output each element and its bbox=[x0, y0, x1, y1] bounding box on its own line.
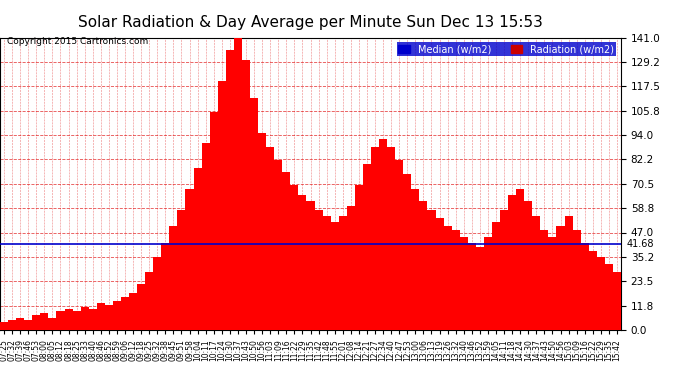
Bar bbox=[89, 309, 97, 330]
Bar bbox=[40, 314, 48, 330]
Bar bbox=[0, 322, 8, 330]
Bar bbox=[201, 143, 210, 330]
Bar bbox=[137, 284, 145, 330]
Bar bbox=[452, 230, 460, 330]
Bar bbox=[411, 189, 420, 330]
Text: Copyright 2015 Cartronics.com: Copyright 2015 Cartronics.com bbox=[7, 38, 148, 46]
Bar bbox=[516, 189, 524, 330]
Bar bbox=[194, 168, 201, 330]
Bar bbox=[250, 98, 258, 330]
Bar bbox=[605, 264, 613, 330]
Bar bbox=[186, 189, 194, 330]
Bar bbox=[145, 272, 153, 330]
Bar bbox=[298, 195, 306, 330]
Bar bbox=[492, 222, 500, 330]
Bar bbox=[613, 272, 621, 330]
Bar bbox=[589, 251, 597, 330]
Bar bbox=[210, 112, 218, 330]
Bar bbox=[113, 301, 121, 330]
Text: Solar Radiation & Day Average per Minute Sun Dec 13 15:53: Solar Radiation & Day Average per Minute… bbox=[78, 15, 543, 30]
Bar bbox=[435, 218, 444, 330]
Bar bbox=[420, 201, 427, 330]
Bar bbox=[274, 160, 282, 330]
Bar bbox=[57, 311, 65, 330]
Legend: Median (w/m2), Radiation (w/m2): Median (w/m2), Radiation (w/m2) bbox=[397, 42, 616, 56]
Bar bbox=[468, 243, 476, 330]
Bar bbox=[524, 201, 532, 330]
Bar bbox=[16, 318, 24, 330]
Bar bbox=[242, 60, 250, 330]
Bar bbox=[403, 174, 411, 330]
Bar bbox=[169, 226, 177, 330]
Bar bbox=[427, 210, 435, 330]
Bar bbox=[234, 38, 242, 330]
Bar bbox=[129, 292, 137, 330]
Bar bbox=[395, 160, 403, 330]
Bar bbox=[315, 210, 323, 330]
Bar bbox=[258, 133, 266, 330]
Bar bbox=[564, 216, 573, 330]
Bar bbox=[549, 237, 556, 330]
Bar bbox=[597, 257, 605, 330]
Text: 41.68: 41.68 bbox=[627, 238, 654, 249]
Bar bbox=[540, 230, 549, 330]
Bar bbox=[339, 216, 347, 330]
Bar bbox=[290, 185, 298, 330]
Bar bbox=[266, 147, 274, 330]
Bar bbox=[371, 147, 379, 330]
Bar bbox=[97, 303, 105, 330]
Bar bbox=[323, 216, 331, 330]
Bar bbox=[282, 172, 290, 330]
Bar bbox=[65, 309, 72, 330]
Bar bbox=[355, 185, 363, 330]
Bar bbox=[460, 237, 468, 330]
Bar bbox=[476, 247, 484, 330]
Bar bbox=[500, 210, 508, 330]
Bar bbox=[153, 257, 161, 330]
Bar bbox=[532, 216, 540, 330]
Bar bbox=[72, 311, 81, 330]
Bar bbox=[226, 50, 234, 330]
Bar bbox=[218, 81, 226, 330]
Bar bbox=[105, 305, 113, 330]
Bar bbox=[331, 222, 339, 330]
Bar bbox=[573, 230, 581, 330]
Bar bbox=[363, 164, 371, 330]
Bar bbox=[24, 320, 32, 330]
Bar bbox=[32, 315, 40, 330]
Bar bbox=[121, 297, 129, 330]
Bar bbox=[379, 139, 387, 330]
Bar bbox=[306, 201, 315, 330]
Bar bbox=[508, 195, 516, 330]
Bar bbox=[347, 206, 355, 330]
Bar bbox=[484, 237, 492, 330]
Bar bbox=[81, 307, 89, 330]
Bar bbox=[444, 226, 452, 330]
Bar bbox=[387, 147, 395, 330]
Bar bbox=[581, 243, 589, 330]
Bar bbox=[8, 320, 16, 330]
Bar bbox=[556, 226, 564, 330]
Bar bbox=[48, 318, 57, 330]
Bar bbox=[177, 210, 186, 330]
Bar bbox=[161, 243, 169, 330]
